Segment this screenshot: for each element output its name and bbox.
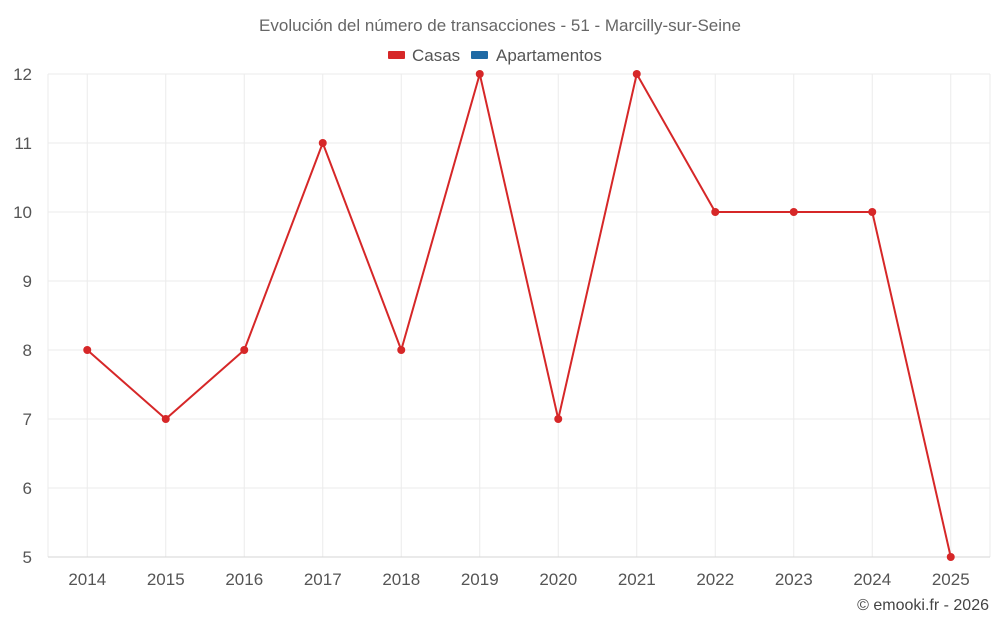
x-tick-label: 2025	[932, 570, 970, 589]
x-tick-label: 2018	[382, 570, 420, 589]
x-tick-label: 2017	[304, 570, 342, 589]
x-tick-label: 2014	[68, 570, 106, 589]
y-tick-label: 12	[13, 65, 32, 84]
y-axis-ticks: 5 6 7 8 9 10 11 12	[13, 65, 32, 567]
y-tick-label: 7	[23, 410, 32, 429]
y-tick-label: 11	[14, 134, 32, 153]
data-point-casas-2022[interactable]	[711, 208, 720, 216]
x-tick-label: 2016	[225, 570, 263, 589]
x-tick-label: 2022	[696, 570, 734, 589]
y-tick-label: 5	[23, 548, 32, 567]
series-line-casas	[86, 73, 952, 558]
x-tick-label: 2023	[775, 570, 813, 589]
x-tick-label: 2019	[461, 570, 499, 589]
chart-title: Evolución del número de transacciones - …	[259, 16, 741, 35]
x-tick-label: 2021	[618, 570, 656, 589]
y-tick-label: 6	[23, 479, 32, 498]
data-point-casas-2021[interactable]	[632, 70, 641, 78]
y-tick-label: 8	[23, 341, 32, 360]
series-layer	[83, 70, 955, 561]
legend: Casas Apartamentos	[388, 46, 602, 65]
x-tick-label: 2015	[147, 570, 185, 589]
y-tick-label: 10	[13, 203, 32, 222]
legend-swatch-casas[interactable]	[388, 51, 405, 59]
data-point-casas-2018[interactable]	[397, 346, 406, 354]
legend-swatch-apartamentos[interactable]	[471, 51, 488, 59]
data-point-casas-2017[interactable]	[318, 139, 327, 147]
x-tick-label: 2024	[853, 570, 891, 589]
data-point-casas-2016[interactable]	[240, 346, 249, 354]
x-axis-ticks: 2014 2015 2016 2017 2018 2019 2020 2021 2022 2023…	[68, 570, 969, 589]
grid	[47, 73, 991, 558]
data-point-casas-2015[interactable]	[161, 415, 170, 423]
y-tick-label: 9	[23, 272, 32, 291]
legend-label-apartamentos[interactable]: Apartamentos	[496, 46, 602, 65]
credit-text: © emooki.fr - 2026	[857, 597, 989, 614]
data-point-casas-2024[interactable]	[868, 208, 877, 216]
data-point-casas-2014[interactable]	[83, 346, 92, 354]
data-point-casas-2019[interactable]	[475, 70, 484, 78]
data-point-casas-2025[interactable]	[946, 553, 955, 561]
data-point-casas-2023[interactable]	[789, 208, 798, 216]
legend-label-casas[interactable]: Casas	[412, 46, 460, 65]
data-point-casas-2020[interactable]	[554, 415, 563, 423]
x-tick-label: 2020	[539, 570, 577, 589]
